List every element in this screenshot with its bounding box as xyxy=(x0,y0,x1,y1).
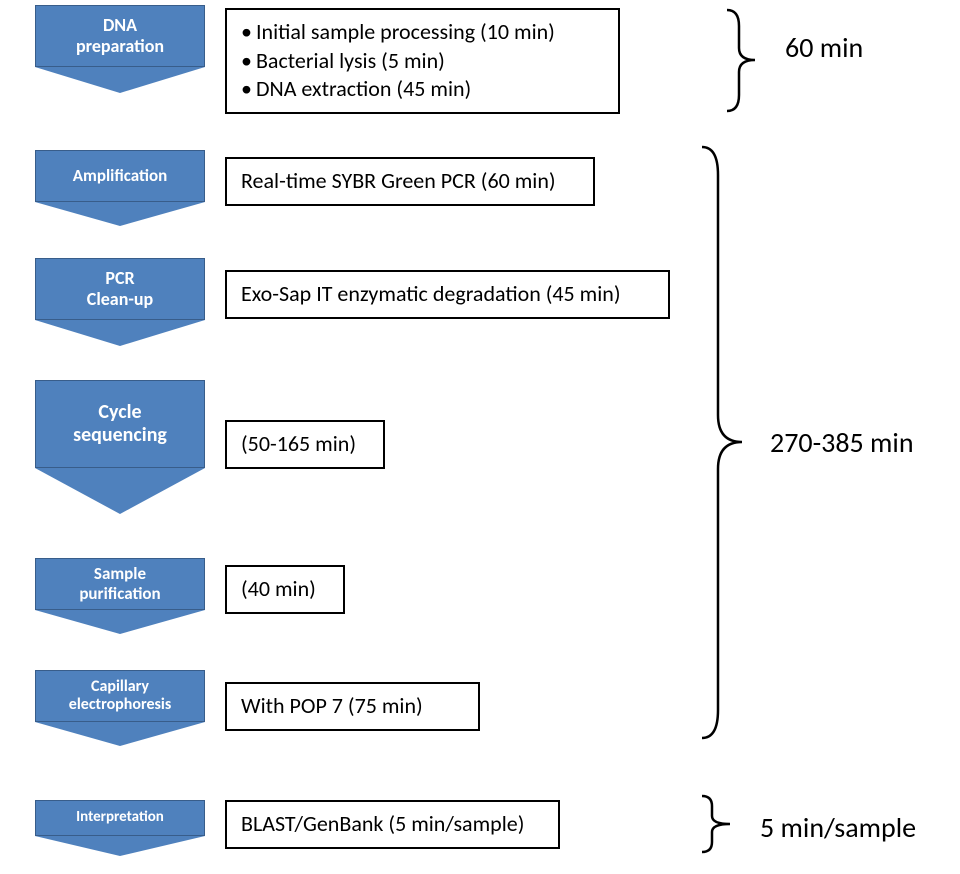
desc-line: BLAST/GenBank (5 min/sample) xyxy=(241,810,524,837)
brace-middle xyxy=(700,145,746,740)
step-sample-purification: Samplepurification xyxy=(35,558,205,634)
arrow-head-icon xyxy=(35,67,205,93)
arrow-head-icon xyxy=(35,468,205,514)
brace-bottom xyxy=(700,794,734,854)
step-label: Amplification xyxy=(35,150,205,202)
desc-line: (50-165 min) xyxy=(241,430,356,457)
desc-pcr-clean-up: Exo-Sap IT enzymatic degradation (45 min… xyxy=(225,270,670,319)
desc-line: Real-time SYBR Green PCR (60 min) xyxy=(241,167,556,194)
step-pcr-clean-up: PCRClean-up xyxy=(35,258,205,346)
desc-line: With POP 7 (75 min) xyxy=(241,692,423,719)
step-cycle-sequencing: Cyclesequencing xyxy=(35,380,205,514)
step-amplification: Amplification xyxy=(35,150,205,226)
time-label-middle: 270-385 min xyxy=(770,425,914,460)
arrow-head-icon xyxy=(35,202,205,226)
step-label: Cyclesequencing xyxy=(35,380,205,468)
desc-capillary-electrophoresis: With POP 7 (75 min) xyxy=(225,682,480,731)
time-label-top: 60 min xyxy=(785,30,863,65)
step-capillary-electrophoresis: Capillaryelectrophoresis xyxy=(35,670,205,746)
arrow-head-icon xyxy=(35,320,205,346)
desc-amplification: Real-time SYBR Green PCR (60 min) xyxy=(225,157,595,206)
arrow-head-icon xyxy=(35,722,205,746)
step-label: DNApreparation xyxy=(35,5,205,67)
desc-cycle-sequencing: (50-165 min) xyxy=(225,420,385,469)
step-label: Samplepurification xyxy=(35,558,205,610)
arrow-head-icon xyxy=(35,836,205,856)
step-label: Capillaryelectrophoresis xyxy=(35,670,205,722)
step-interpretation: Interpretation xyxy=(35,800,205,856)
step-dna-preparation: DNApreparation xyxy=(35,5,205,93)
desc-line: Bacterial lysis (5 min) xyxy=(241,47,604,76)
desc-line: Exo-Sap IT enzymatic degradation (45 min… xyxy=(241,280,621,307)
brace-top xyxy=(725,8,759,113)
curly-brace-icon xyxy=(700,145,746,740)
desc-sample-purification: (40 min) xyxy=(225,565,345,614)
desc-interpretation: BLAST/GenBank (5 min/sample) xyxy=(225,800,560,849)
desc-line: Initial sample processing (10 min) xyxy=(241,18,604,47)
desc-line: (40 min) xyxy=(241,575,316,602)
curly-brace-icon xyxy=(700,794,734,854)
curly-brace-icon xyxy=(725,8,759,113)
workflow-diagram: { "colors":{ "arrow_fill":"#4f81bd", "ar… xyxy=(0,0,960,874)
arrow-head-icon xyxy=(35,610,205,634)
step-label: PCRClean-up xyxy=(35,258,205,320)
time-label-bottom: 5 min/sample xyxy=(760,810,916,845)
desc-dna-preparation: Initial sample processing (10 min) Bacte… xyxy=(225,8,620,114)
desc-line: DNA extraction (45 min) xyxy=(241,75,604,104)
step-label: Interpretation xyxy=(35,800,205,836)
